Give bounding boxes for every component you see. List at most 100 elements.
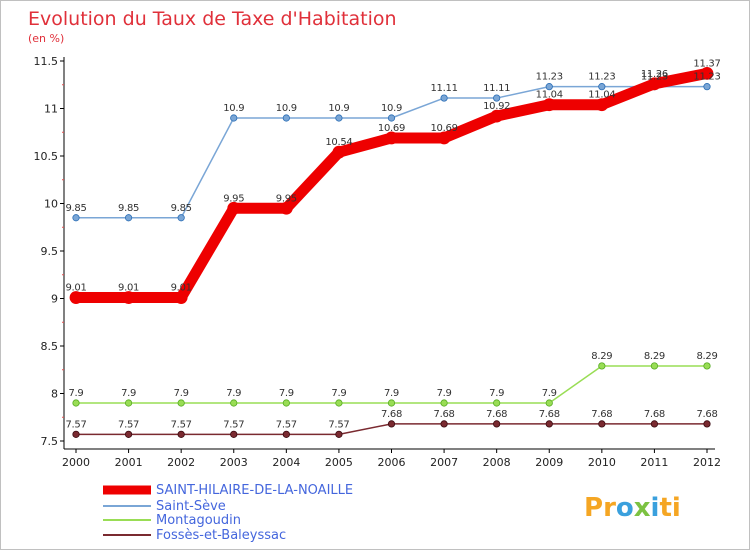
data-point bbox=[124, 399, 133, 407]
data-label: 9.01 bbox=[65, 283, 86, 294]
data-label: 9.85 bbox=[118, 203, 139, 214]
data-label: 7.68 bbox=[434, 409, 455, 420]
logo-letter: i bbox=[672, 493, 681, 523]
data-label: 7.9 bbox=[489, 388, 504, 399]
series-3 bbox=[72, 420, 711, 438]
data-label: 10.9 bbox=[276, 103, 297, 114]
data-label: 10.54 bbox=[325, 137, 352, 148]
data-label: 7.57 bbox=[328, 419, 349, 430]
data-label: 7.57 bbox=[118, 419, 139, 430]
data-point bbox=[700, 66, 714, 80]
y-tick-label: 11.5 bbox=[34, 55, 59, 68]
data-point bbox=[387, 114, 396, 122]
data-point bbox=[335, 114, 343, 122]
data-point bbox=[598, 362, 606, 370]
data-label: 7.68 bbox=[486, 409, 507, 420]
logo-letter: t bbox=[659, 493, 671, 523]
x-tick-label: 2011 bbox=[640, 456, 668, 469]
legend-label: SAINT-HILAIRE-DE-LA-NOAILLE bbox=[156, 483, 353, 498]
data-point bbox=[72, 214, 80, 222]
series-layer: 9.85 9.85 9.85 10.9 10.9 10.9 10.9 11.11 11.11 11… bbox=[65, 58, 721, 438]
data-point bbox=[279, 201, 293, 215]
data-point bbox=[545, 83, 553, 91]
data-label: 10.9 bbox=[223, 103, 244, 114]
data-label: 11.11 bbox=[483, 83, 510, 94]
data-label: 8.29 bbox=[644, 351, 665, 362]
data-label: 7.68 bbox=[539, 409, 560, 420]
data-label: 11.04 bbox=[588, 90, 615, 101]
data-label: 10.9 bbox=[328, 103, 349, 114]
data-point bbox=[703, 362, 711, 370]
x-tick-label: 2002 bbox=[167, 456, 195, 469]
data-label: 7.9 bbox=[437, 388, 452, 399]
data-label: 11.37 bbox=[693, 58, 720, 69]
series-1 bbox=[72, 83, 711, 222]
data-point bbox=[227, 201, 241, 215]
series-0 bbox=[69, 66, 714, 304]
data-point bbox=[493, 94, 501, 102]
data-point bbox=[69, 291, 83, 304]
data-point bbox=[282, 114, 290, 122]
data-point bbox=[493, 399, 501, 407]
axes: 7.5 8 8.5 9 9.5 10 10.5 11 11.5 2000 2001 2002 2003 2… bbox=[34, 55, 722, 469]
chart-title: Evolution du Taux de Taxe d'Habitation bbox=[28, 8, 397, 30]
data-label: 11.26 bbox=[641, 69, 668, 80]
data-label: 9.01 bbox=[118, 283, 139, 294]
data-point bbox=[545, 420, 553, 428]
data-label: 7.9 bbox=[279, 388, 294, 399]
data-label: 11.11 bbox=[431, 83, 458, 94]
data-point bbox=[230, 114, 238, 122]
data-point bbox=[230, 399, 238, 407]
x-tick-label: 2006 bbox=[378, 456, 406, 469]
data-point bbox=[174, 291, 188, 304]
legend: SAINT-HILAIRE-DE-LA-NOAILLESaint-SèveMon… bbox=[103, 483, 353, 543]
data-point bbox=[387, 399, 396, 407]
data-point bbox=[385, 131, 398, 145]
data-point bbox=[440, 94, 448, 102]
data-point bbox=[545, 399, 553, 407]
data-label: 10.9 bbox=[381, 103, 402, 114]
data-label: 9.95 bbox=[223, 193, 244, 204]
data-point bbox=[282, 430, 290, 438]
legend-label: Saint-Sève bbox=[156, 499, 226, 514]
data-label: 10.69 bbox=[431, 123, 458, 134]
x-tick-label: 2004 bbox=[272, 456, 300, 469]
y-tick-label: 10.5 bbox=[34, 150, 59, 163]
data-label: 8.29 bbox=[591, 351, 612, 362]
logo-letter: x bbox=[634, 493, 651, 523]
data-point bbox=[440, 399, 448, 407]
data-label: 7.68 bbox=[591, 409, 612, 420]
y-tick-label: 8 bbox=[51, 388, 58, 401]
logo-letter: o bbox=[616, 493, 634, 523]
y-tick-label: 10 bbox=[44, 198, 58, 211]
y-tick-label: 7.5 bbox=[41, 435, 59, 448]
legend-label: Montagoudin bbox=[156, 513, 241, 528]
data-label: 7.68 bbox=[644, 409, 665, 420]
proxiti-logo: Proxiti bbox=[584, 493, 681, 523]
data-point bbox=[703, 83, 711, 91]
data-label: 11.23 bbox=[641, 72, 668, 83]
series-2 bbox=[72, 362, 711, 407]
data-point bbox=[648, 77, 661, 91]
data-label: 10.69 bbox=[378, 123, 405, 134]
x-tick-label: 2009 bbox=[535, 456, 563, 469]
data-point bbox=[230, 430, 238, 438]
data-label: 7.9 bbox=[174, 388, 189, 399]
data-point bbox=[124, 430, 133, 438]
data-point bbox=[177, 399, 185, 407]
data-label: 7.57 bbox=[276, 419, 297, 430]
y-tick-label: 9.5 bbox=[41, 245, 59, 258]
y-tick-label: 9 bbox=[51, 293, 58, 306]
logo-letter: P bbox=[584, 493, 603, 523]
x-tick-label: 2005 bbox=[325, 456, 353, 469]
data-label: 7.57 bbox=[171, 419, 192, 430]
data-point bbox=[387, 420, 396, 428]
x-tick-label: 2012 bbox=[693, 456, 721, 469]
logo-letter: r bbox=[603, 493, 616, 523]
data-label: 9.85 bbox=[65, 203, 86, 214]
data-point bbox=[493, 420, 501, 428]
data-label: 8.29 bbox=[696, 351, 717, 362]
data-label: 7.9 bbox=[384, 388, 399, 399]
